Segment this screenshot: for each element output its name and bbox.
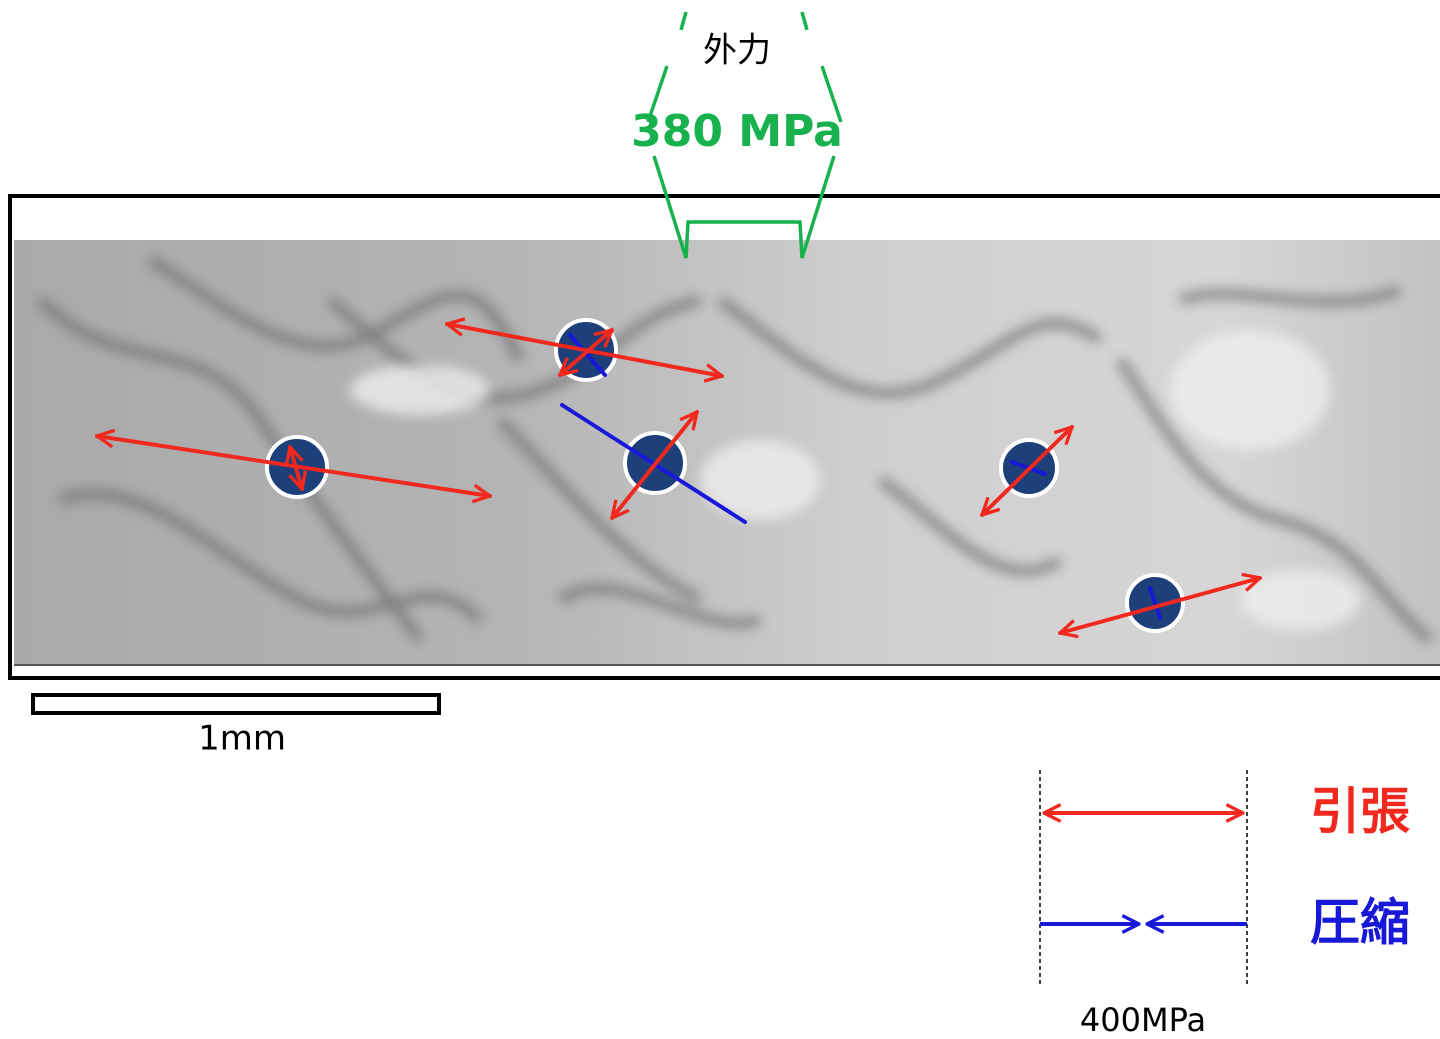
- legend: 引張 圧縮 400MPa: [1040, 770, 1410, 1039]
- diagram: 外力 380 MPa 1mm 引張 圧縮 400MPa: [0, 0, 1440, 1039]
- legend-compression: 圧縮: [1310, 894, 1410, 952]
- page: {"external_force": {"label": "外力", "valu…: [0, 0, 1440, 1039]
- scale-bar: [33, 695, 439, 713]
- legend-tension: 引張: [1310, 783, 1410, 841]
- scale-label: 1mm: [198, 719, 286, 759]
- force-value: 380 MPa: [631, 106, 843, 157]
- micrograph: [10, 196, 1440, 678]
- force-label: 外力: [703, 31, 771, 71]
- legend-scale: 400MPa: [1080, 1001, 1206, 1039]
